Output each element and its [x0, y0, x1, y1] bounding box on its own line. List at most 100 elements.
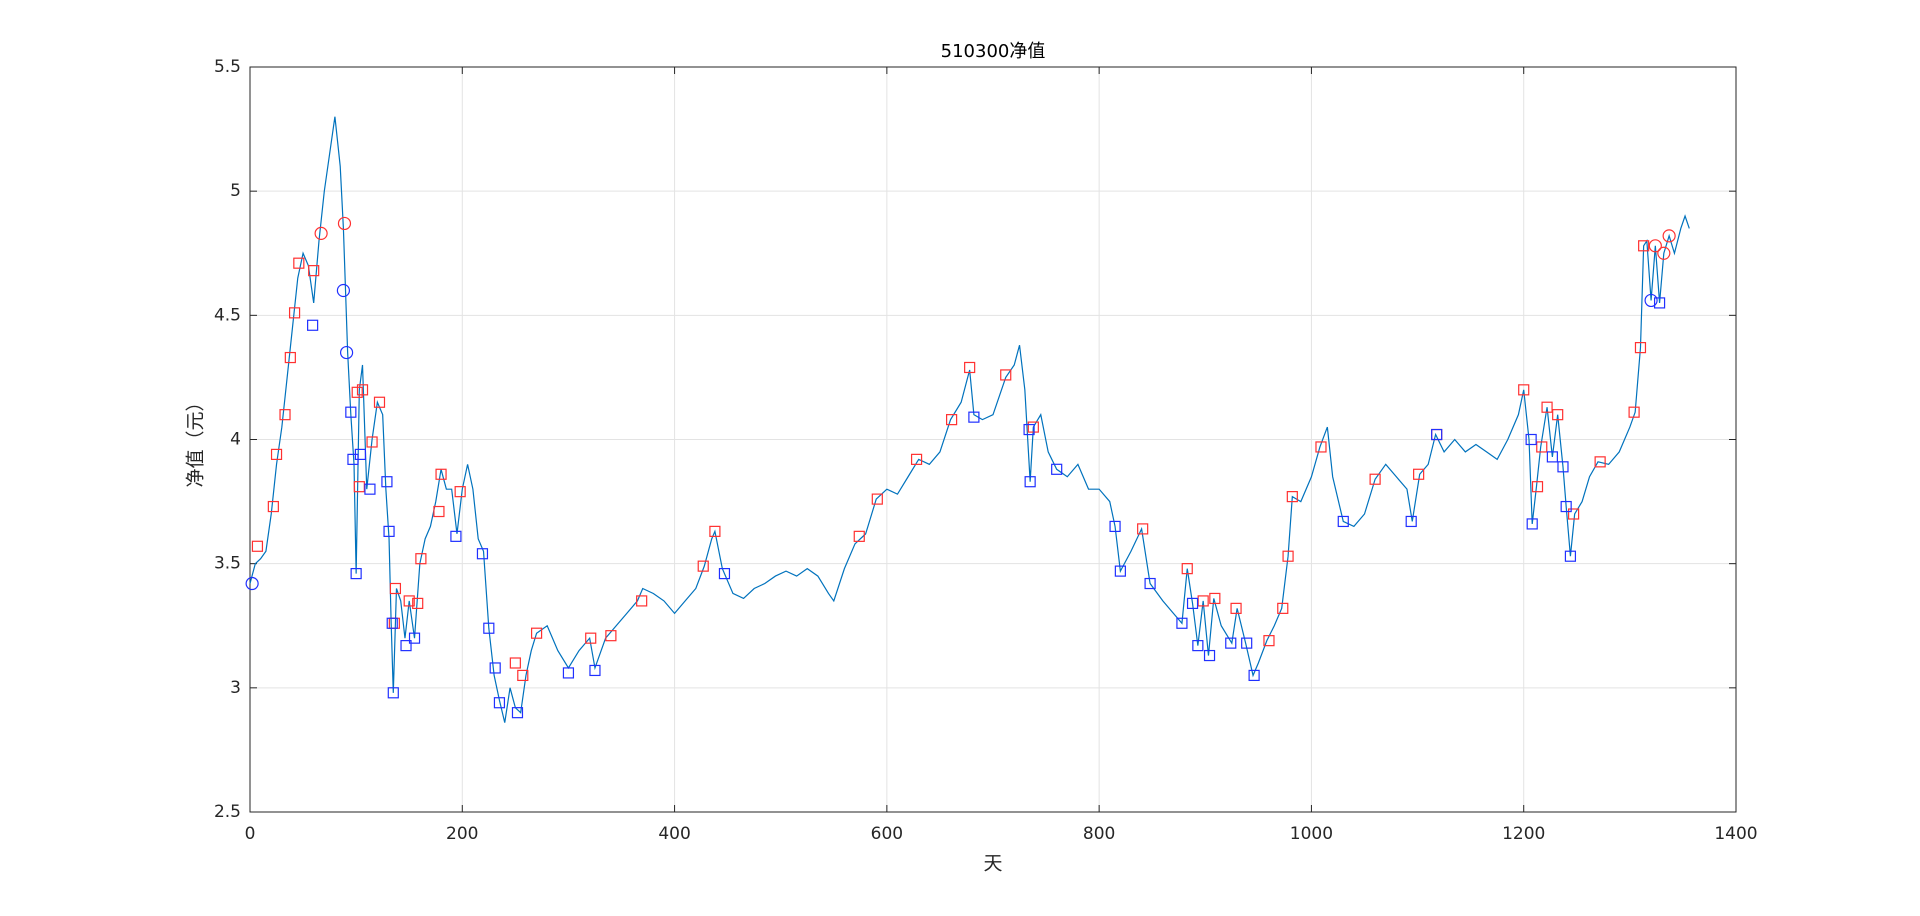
square-marker: [709, 525, 721, 537]
square-marker: [373, 396, 386, 408]
square-marker: [1315, 441, 1327, 453]
square-marker: [489, 662, 501, 674]
x-tick-label: 1200: [1502, 824, 1545, 844]
x-tick-label: 800: [1083, 824, 1115, 844]
square-marker: [476, 548, 489, 560]
square-marker: [267, 500, 279, 513]
circle-marker: [1648, 239, 1662, 253]
square-marker: [1109, 520, 1121, 533]
square-marker: [562, 667, 575, 679]
circle-marker: [339, 345, 354, 360]
square-marker: [1286, 491, 1298, 503]
square-marker: [946, 414, 958, 426]
square-marker: [1638, 240, 1650, 252]
square-marker: [1225, 637, 1237, 649]
circle-marker: [1662, 229, 1676, 243]
square-marker: [389, 582, 402, 595]
data-line: [249, 116, 1690, 723]
square-marker: [1027, 421, 1039, 433]
square-marker: [1176, 617, 1188, 629]
square-marker: [1197, 595, 1209, 607]
square-marker: [1653, 297, 1666, 309]
square-marker: [284, 351, 296, 364]
circle-marker: [1657, 246, 1671, 260]
circle-marker: [314, 226, 328, 240]
square-marker: [1277, 602, 1289, 614]
square-marker: [364, 483, 376, 495]
square-marker: [585, 632, 597, 644]
square-marker: [968, 411, 980, 423]
square-marker: [381, 476, 393, 488]
square-marker: [288, 307, 301, 319]
square-marker: [386, 617, 398, 629]
y-tick-label: 5: [230, 181, 241, 201]
square-marker: [308, 265, 320, 277]
y-tick-label: 5.5: [214, 57, 241, 77]
square-marker: [345, 406, 357, 418]
square-marker: [1337, 515, 1349, 528]
square-marker: [412, 597, 424, 610]
square-marker: [293, 257, 305, 269]
square-marker: [511, 707, 524, 719]
square-marker: [1552, 409, 1564, 421]
square-marker: [1431, 428, 1443, 441]
y-tick-label: 4.5: [214, 305, 241, 325]
square-marker: [910, 453, 923, 465]
square-marker: [853, 530, 865, 542]
y-axis-label: 净值（元）: [185, 392, 207, 487]
square-marker: [403, 595, 415, 607]
square-marker: [307, 319, 319, 331]
square-marker: [400, 640, 412, 652]
square-marker: [1369, 473, 1381, 485]
y-tick-label: 2.5: [214, 802, 241, 822]
square-marker: [387, 687, 399, 699]
square-marker: [1536, 441, 1548, 453]
square-marker: [435, 468, 447, 480]
square-marker: [605, 630, 617, 642]
square-marker: [1137, 523, 1149, 535]
axes-box: [249, 66, 1737, 813]
square-marker: [718, 567, 731, 580]
square-marker: [1181, 563, 1193, 575]
circle-marker: [245, 576, 259, 591]
square-marker: [1192, 640, 1204, 652]
square-marker: [251, 540, 264, 552]
square-marker: [1051, 463, 1063, 475]
square-marker: [415, 553, 427, 565]
square-marker: [1241, 637, 1253, 649]
square-marker: [1557, 461, 1569, 473]
square-marker: [517, 669, 529, 682]
square-marker: [1526, 518, 1538, 530]
square-marker: [1594, 456, 1606, 468]
square-marker: [1230, 602, 1242, 614]
square-marker: [1144, 577, 1156, 590]
square-marker: [1546, 451, 1558, 463]
square-marker: [383, 525, 395, 537]
square-marker: [270, 448, 283, 460]
square-marker: [454, 486, 466, 498]
square-marker: [1628, 406, 1640, 418]
square-marker: [1525, 433, 1537, 446]
square-marker: [1413, 468, 1425, 480]
x-tick-label: 600: [871, 824, 903, 844]
square-marker: [871, 493, 883, 505]
chart-title: 510300净值: [941, 41, 1046, 62]
circle-marker: [336, 283, 351, 298]
square-marker: [1023, 423, 1035, 436]
y-tick-label: 3: [230, 678, 241, 698]
square-marker: [1541, 401, 1553, 413]
square-marker: [1186, 597, 1199, 610]
square-marker: [530, 627, 543, 639]
x-tick-label: 1000: [1290, 824, 1333, 844]
square-marker: [1203, 649, 1216, 662]
square-marker: [1518, 384, 1530, 396]
square-marker: [279, 409, 291, 421]
square-marker: [1114, 565, 1126, 577]
square-marker: [450, 530, 462, 542]
square-marker: [1000, 369, 1012, 381]
square-marker: [1560, 500, 1572, 513]
square-marker: [1405, 515, 1417, 528]
square-marker: [408, 632, 421, 644]
square-marker: [1024, 476, 1036, 488]
y-tick-label: 3.5: [214, 554, 241, 574]
